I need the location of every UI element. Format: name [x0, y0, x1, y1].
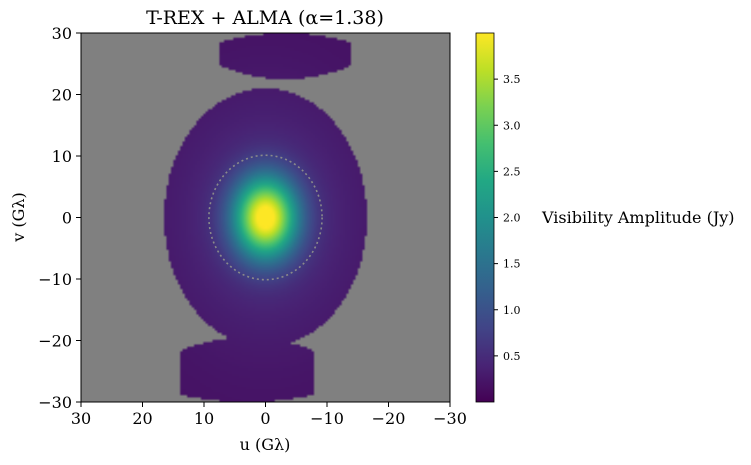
- y-tick-label: −10: [38, 270, 72, 289]
- y-axis-label: v (Gλ): [9, 192, 28, 243]
- coverage-gap-ring: [208, 154, 323, 281]
- colorbar-tick-label: 1.0: [503, 304, 521, 317]
- x-axis: 30 20 10 0 −10 −20 −30: [71, 402, 467, 428]
- colorbar-tick-label: 1.5: [503, 258, 521, 271]
- colorbar-tick-label: 3.5: [503, 73, 521, 86]
- x-tick-label: 10: [194, 409, 214, 428]
- x-axis-label: u (Gλ): [240, 435, 291, 454]
- y-tick-label: −20: [38, 332, 72, 351]
- y-tick-label: 30: [52, 24, 72, 43]
- y-tick-label: 20: [52, 86, 72, 105]
- colorbar-tick-label: 2.0: [503, 212, 521, 225]
- heatmap-image: [81, 33, 450, 402]
- colorbar-ticks: 0.5 1.0 1.5 2.0 2.5 3.0 3.5: [494, 73, 521, 363]
- x-tick-label: −30: [433, 409, 467, 428]
- y-axis: 30 20 10 0 −10 −20 −30: [38, 24, 81, 412]
- colorbar-label: Visibility Amplitude (Jy): [541, 208, 735, 227]
- x-tick-label: 30: [71, 409, 91, 428]
- x-tick-label: −10: [310, 409, 344, 428]
- colorbar-fill: [476, 33, 494, 402]
- colorbar-tick-label: 3.0: [503, 119, 521, 132]
- y-tick-label: 0: [62, 209, 72, 228]
- x-tick-label: 20: [132, 409, 152, 428]
- y-tick-label: 10: [52, 147, 72, 166]
- x-tick-label: −20: [372, 409, 406, 428]
- colorbar: 0.5 1.0 1.5 2.0 2.5 3.0 3.5: [475, 32, 521, 403]
- y-tick-label: −30: [38, 393, 72, 412]
- colorbar-tick-label: 2.5: [503, 165, 521, 178]
- x-tick-label: 0: [260, 409, 270, 428]
- dotted-ring: [208, 154, 323, 281]
- chart-title: T-REX + ALMA (α=1.38): [146, 7, 384, 29]
- plot-area: [80, 32, 451, 403]
- colorbar-tick-label: 0.5: [503, 350, 521, 363]
